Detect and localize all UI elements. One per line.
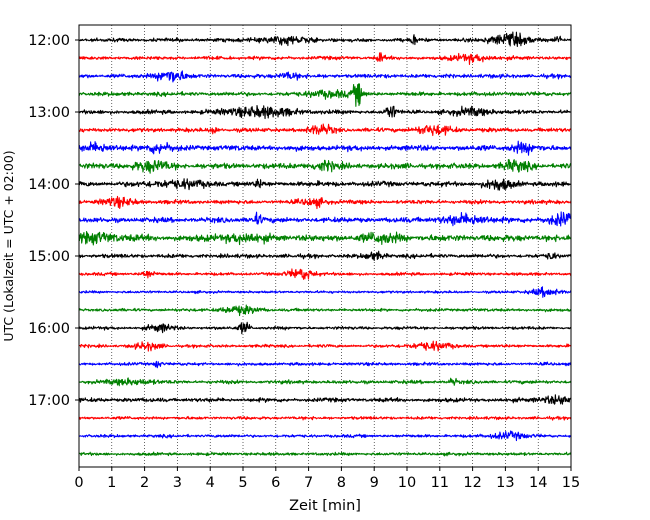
trace-1700 <box>78 394 572 405</box>
x-tick-label: 4 <box>206 475 215 491</box>
trace-1715 <box>78 415 572 421</box>
trace-1330 <box>78 140 572 156</box>
x-tick-label: 5 <box>238 475 247 491</box>
x-tick-label: 9 <box>370 475 379 491</box>
y-tick-label: 16:00 <box>28 321 70 337</box>
x-tick-label: 14 <box>529 475 547 491</box>
x-tick-label: 10 <box>398 475 416 491</box>
x-tick-label: 3 <box>173 475 182 491</box>
trace-1545 <box>78 304 572 317</box>
x-axis-label: Zeit [min] <box>289 498 361 514</box>
y-axis-label: UTC (Lokalzeit = UTC + 02:00) <box>1 150 16 341</box>
x-tick-label: 2 <box>140 475 149 491</box>
seismic-traces <box>78 31 572 457</box>
trace-1430 <box>78 211 572 227</box>
trace-1615 <box>78 340 572 352</box>
x-tick-label: 15 <box>562 475 580 491</box>
trace-1645 <box>78 377 572 387</box>
x-tick-label: 12 <box>463 475 481 491</box>
trace-1215 <box>78 52 572 66</box>
trace-1630 <box>78 360 572 369</box>
x-tick-label: 6 <box>271 475 280 491</box>
trace-1415 <box>78 195 572 210</box>
trace-1200 <box>78 31 572 48</box>
trace-1445 <box>78 231 572 246</box>
trace-1300 <box>78 104 572 120</box>
y-tick-label: 15:00 <box>28 249 70 265</box>
trace-1245 <box>78 83 572 107</box>
trace-1230 <box>78 70 572 83</box>
trace-1400 <box>78 178 572 191</box>
trace-1530 <box>78 286 572 298</box>
y-tick-label: 12:00 <box>28 33 70 49</box>
trace-1515 <box>78 268 572 280</box>
trace-1500 <box>78 250 572 262</box>
x-tick-label: 0 <box>74 475 83 491</box>
y-tick-label: 13:00 <box>28 105 70 121</box>
x-tick-label: 13 <box>496 475 514 491</box>
x-tick-label: 1 <box>107 475 116 491</box>
trace-1730 <box>78 430 572 442</box>
trace-1315 <box>78 123 572 137</box>
x-tick-label: 7 <box>304 475 313 491</box>
x-tick-label: 11 <box>431 475 449 491</box>
trace-1745 <box>78 451 572 457</box>
plot-frame <box>78 24 572 468</box>
trace-1600 <box>78 321 572 335</box>
x-axis-ticks: 0 1 2 3 4 5 6 7 8 9 10 11 12 13 14 15 <box>74 467 580 491</box>
trace-1345 <box>78 159 572 174</box>
y-axis-ticks: 12:00 13:00 14:00 15:00 16:00 17:00 <box>28 33 79 409</box>
y-tick-label: 17:00 <box>28 393 70 409</box>
y-tick-label: 14:00 <box>28 177 70 193</box>
x-tick-label: 8 <box>337 475 346 491</box>
